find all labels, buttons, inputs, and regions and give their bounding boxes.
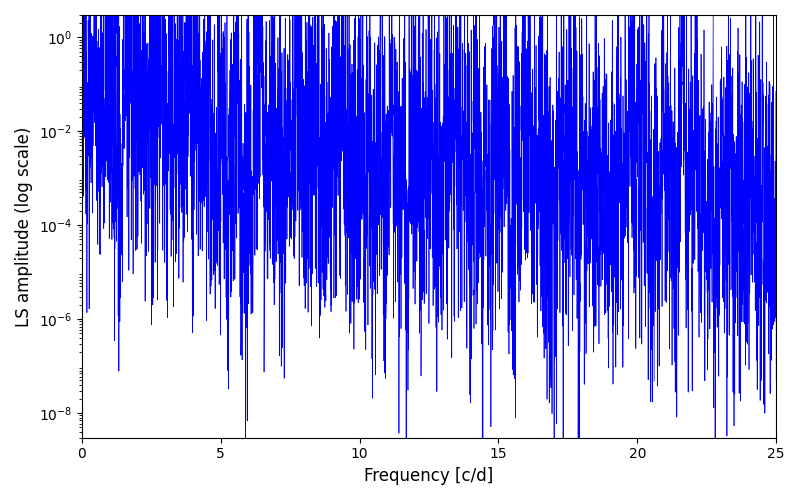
Y-axis label: LS amplitude (log scale): LS amplitude (log scale) <box>15 126 33 326</box>
X-axis label: Frequency [c/d]: Frequency [c/d] <box>364 467 494 485</box>
